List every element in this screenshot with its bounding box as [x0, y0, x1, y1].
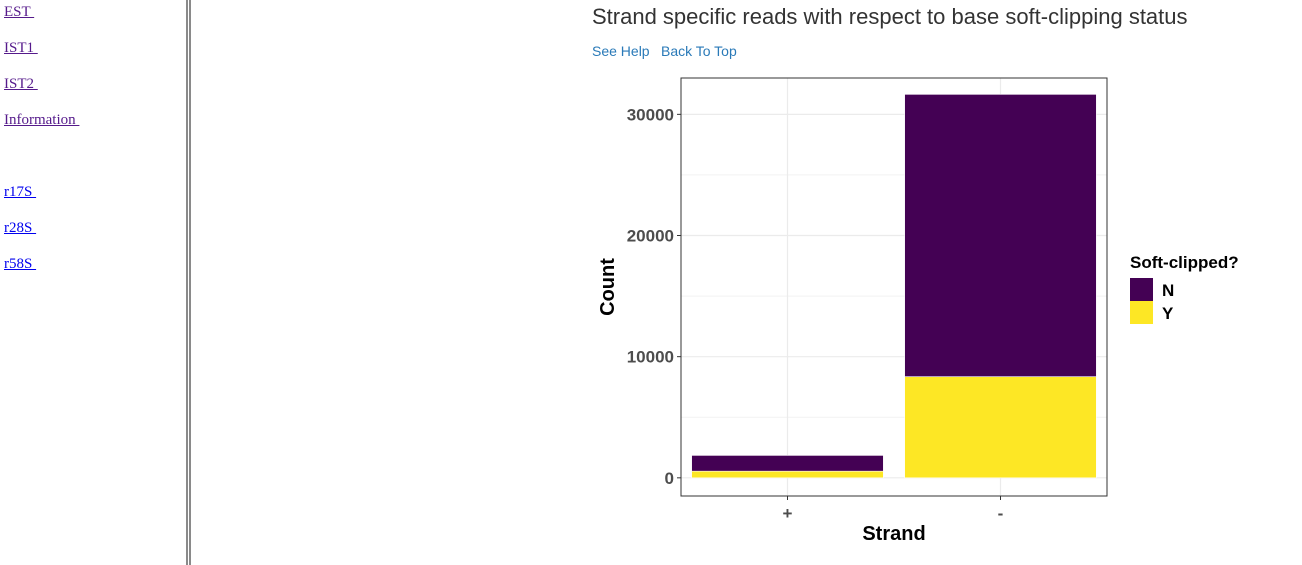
legend-label-y: Y	[1162, 304, 1174, 323]
x-tick-label: +	[783, 504, 793, 523]
frame-divider[interactable]	[186, 0, 191, 565]
sidebar-link-information[interactable]: Information	[4, 112, 80, 128]
y-tick-label: 30000	[627, 105, 674, 124]
sidebar-link-ist2[interactable]: IST2	[4, 76, 38, 92]
page-title: Strand specific reads with respect to ba…	[592, 4, 1188, 29]
chart-axes: 0 10000 20000 30000 + -	[627, 105, 1004, 523]
legend: Soft-clipped? NY	[1130, 253, 1239, 324]
x-axis-title: Strand	[862, 523, 925, 545]
y-axis-title: Count	[597, 258, 619, 316]
see-help-link[interactable]: See Help	[592, 43, 650, 59]
sidebar-link-r58s[interactable]: r58S	[4, 256, 37, 272]
x-tick-label: -	[998, 504, 1004, 523]
sidebar: EST IST1 IST2 Information r17S r28S r58S	[0, 0, 186, 565]
bar-minus-n	[904, 94, 1097, 377]
legend-key-y	[1130, 301, 1153, 324]
legend-key-n	[1130, 278, 1153, 301]
legend-label-n: N	[1162, 281, 1174, 300]
panel-border	[680, 77, 1108, 497]
sidebar-link-est[interactable]: EST	[4, 4, 35, 20]
sidebar-link-r17s[interactable]: r17S	[4, 184, 37, 200]
y-tick-label: 20000	[627, 227, 674, 246]
bar-plus-y	[691, 470, 884, 479]
sidebar-link-r28s[interactable]: r28S	[4, 220, 37, 236]
y-tick-label: 10000	[627, 348, 674, 367]
sidebar-link-ist1[interactable]: IST1	[4, 40, 38, 56]
back-to-top-link[interactable]: Back To Top	[661, 43, 737, 59]
y-tick-label: 0	[665, 469, 674, 488]
chart: 0 10000 20000 30000 + - Strand Count Soft-cli…	[597, 77, 1239, 545]
chart-bars	[691, 94, 1097, 479]
legend-title: Soft-clipped?	[1130, 253, 1239, 272]
bar-plus-n	[691, 455, 884, 472]
bar-minus-y	[904, 376, 1097, 479]
